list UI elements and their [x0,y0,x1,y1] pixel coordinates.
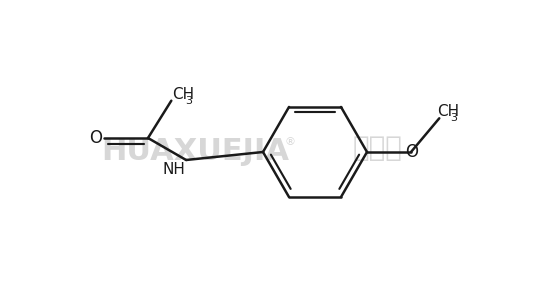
Text: O: O [89,129,102,147]
Text: 化学加: 化学加 [353,134,403,162]
Text: O: O [405,143,418,161]
Text: CH: CH [172,87,194,102]
Text: NH: NH [162,162,185,177]
Text: 3: 3 [450,113,458,123]
Text: 3: 3 [185,96,192,106]
Text: HUAXUEJIA: HUAXUEJIA [101,137,289,166]
Text: ®: ® [284,137,296,147]
Text: CH: CH [437,104,459,119]
